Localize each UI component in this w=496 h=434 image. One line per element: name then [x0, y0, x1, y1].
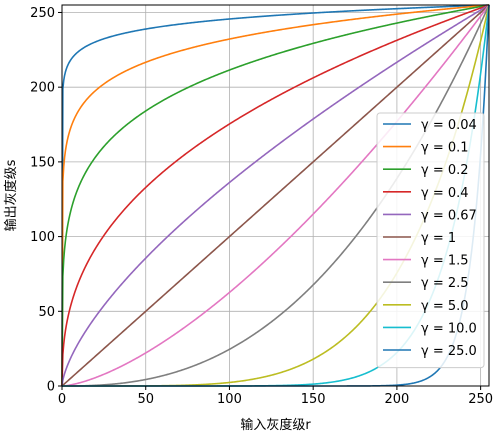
- x-tick-label: 0: [58, 392, 66, 407]
- plot-frame: [61, 4, 490, 387]
- legend-label: γ = 0.4: [421, 186, 469, 201]
- legend-label: γ = 25.0: [421, 344, 477, 359]
- y-tick-label: 0: [47, 380, 55, 395]
- x-tick-label: 200: [384, 392, 409, 407]
- y-axis-label: 输出灰度级s: [3, 159, 19, 231]
- series-line: [61, 4, 490, 387]
- y-tick-label: 50: [38, 305, 55, 320]
- x-axis-label: 输入灰度级r: [240, 417, 311, 433]
- x-tick-label: 50: [137, 392, 154, 407]
- legend-label: γ = 0.67: [421, 208, 477, 223]
- legend-box: [376, 112, 485, 369]
- legend-label: γ = 0.04: [421, 118, 477, 133]
- legend-label: γ = 1: [421, 231, 456, 246]
- series-line: [61, 4, 490, 387]
- series-line: [61, 4, 490, 387]
- legend-label: γ = 5.0: [421, 299, 469, 314]
- x-tick-label: 100: [217, 392, 242, 407]
- legend-label: γ = 0.2: [421, 163, 469, 178]
- legend-label: γ = 10.0: [421, 321, 477, 336]
- legend-label: γ = 0.1: [421, 141, 469, 156]
- y-tick-label: 150: [30, 155, 55, 170]
- series-line: [61, 4, 490, 387]
- y-tick-label: 250: [30, 6, 55, 21]
- x-tick-label: 150: [301, 392, 326, 407]
- y-tick-label: 200: [30, 81, 55, 96]
- legend-label: γ = 1.5: [421, 254, 469, 269]
- legend: γ = 0.04 γ = 0.1 γ = 0.2 γ = 0.4 γ = 0.67 γ =…: [376, 112, 485, 369]
- x-tick-label: 250: [468, 392, 493, 407]
- series-line: [61, 4, 490, 387]
- axis-ticks: 0 50 100 150 200 250 0 50 100 150 200 250: [30, 6, 493, 407]
- series-line: [61, 4, 490, 387]
- legend-label: γ = 2.5: [421, 276, 469, 291]
- y-tick-label: 100: [30, 230, 55, 245]
- series-line: [61, 4, 490, 387]
